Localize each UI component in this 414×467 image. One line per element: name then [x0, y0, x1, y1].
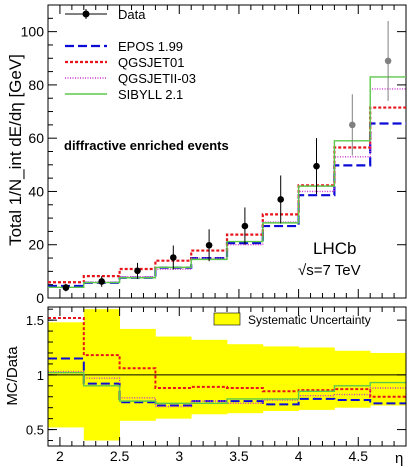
- series-sibyll-step: [48, 76, 406, 289]
- bottom-y-tick-label: 1.5: [26, 313, 44, 328]
- top-y-axis-label: Total 1/N_int dE/dη [GeV]: [6, 54, 25, 246]
- ratio-qgsjet01-step: [48, 316, 406, 398]
- bottom-plot-frame: [47, 306, 407, 447]
- systematic-band-bin: [334, 350, 371, 408]
- systematic-band-bin: [227, 344, 264, 414]
- data-point: [277, 196, 285, 203]
- data-point: [98, 278, 105, 285]
- x-axis-label: η: [395, 450, 403, 467]
- bottom-axes-layer: 0.5 1 1.5 2 2.5 3 3.5 4 4.5: [26, 307, 406, 464]
- top-y-tick-label: 40: [28, 183, 44, 199]
- top-y-tick-label: 20: [28, 237, 44, 253]
- bottom-panel: 0.5 1 1.5 2 2.5 3 3.5 4 4.5 MC/Data η Systematic…: [4, 306, 407, 467]
- ratio-epos-step: [48, 357, 406, 407]
- experiment-label: LHCb: [313, 239, 356, 258]
- legend-label-qgsjet01: QGSJET01: [118, 55, 184, 70]
- bottom-y-tick-label: 0.5: [26, 423, 44, 438]
- data-point: [349, 121, 356, 129]
- systematic-band-bin: [262, 346, 299, 411]
- legend-label-systematic: Systematic Uncertainty: [248, 313, 371, 327]
- top-series-layer: [48, 76, 406, 289]
- x-tick-label: 2.5: [110, 448, 130, 464]
- legend-label-data: Data: [118, 7, 146, 22]
- top-y-tick-label: 0: [36, 290, 44, 306]
- bottom-legend: Systematic Uncertainty: [213, 312, 371, 327]
- data-points-layer: [62, 20, 392, 292]
- data-point: [205, 241, 213, 249]
- systematic-band-bin: [298, 347, 335, 410]
- top-axes-layer: 0 20 40 60 80 100: [21, 4, 406, 306]
- top-y-tick-label: 100: [21, 24, 45, 40]
- data-point: [384, 57, 392, 65]
- bottom-y-axis-label: MC/Data: [4, 346, 21, 406]
- x-tick-label: 4: [295, 448, 303, 464]
- bottom-y-tick-label: 1: [37, 368, 44, 383]
- top-legend: Data EPOS 1.99 QGSJET01 QGSJETII-03 SIBY…: [65, 7, 196, 102]
- data-point: [313, 162, 320, 170]
- selection-annotation: diffractive enriched events: [64, 138, 229, 153]
- data-point: [170, 254, 177, 261]
- energy-label: √s=7 TeV: [298, 262, 361, 279]
- x-tick-label: 2: [56, 448, 64, 464]
- legend-label-sibyll: SIBYLL 2.1: [118, 87, 183, 102]
- data-point: [241, 222, 249, 230]
- data-point: [134, 267, 141, 275]
- ratio-sibyll-step: [48, 371, 406, 405]
- top-panel: 0 20 40 60 80 100 Data EPOS 1.99 QGSJET01 QGS…: [6, 4, 407, 306]
- legend-systematic-swatch: [213, 312, 241, 326]
- legend-label-epos: EPOS 1.99: [118, 39, 183, 54]
- x-tick-label: 4.5: [349, 448, 369, 464]
- top-y-tick-label: 60: [28, 130, 44, 146]
- bottom-series-layer: [48, 316, 406, 408]
- data-point: [62, 284, 70, 291]
- x-tick-label: 3.5: [229, 448, 249, 464]
- legend-label-qgsjetii: QGSJETII-03: [118, 71, 196, 86]
- x-tick-label: 3: [175, 448, 183, 464]
- top-y-tick-label: 80: [28, 77, 44, 93]
